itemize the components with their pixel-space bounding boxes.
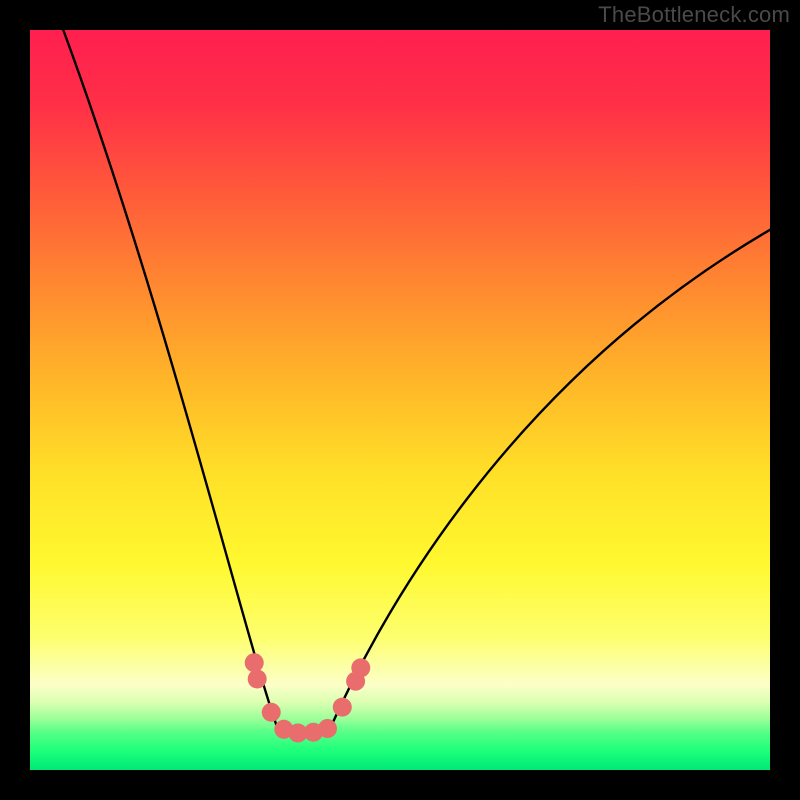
chart-stage: TheBottleneck.com: [0, 0, 800, 800]
curve-marker: [351, 658, 370, 677]
watermark-text: TheBottleneck.com: [598, 2, 790, 28]
curve-marker: [333, 698, 352, 717]
curve-marker: [245, 653, 264, 672]
bottleneck-curve-chart: [0, 0, 800, 800]
curve-marker: [318, 719, 337, 738]
curve-marker: [262, 703, 281, 722]
gradient-background: [30, 30, 770, 770]
curve-marker: [248, 669, 267, 688]
